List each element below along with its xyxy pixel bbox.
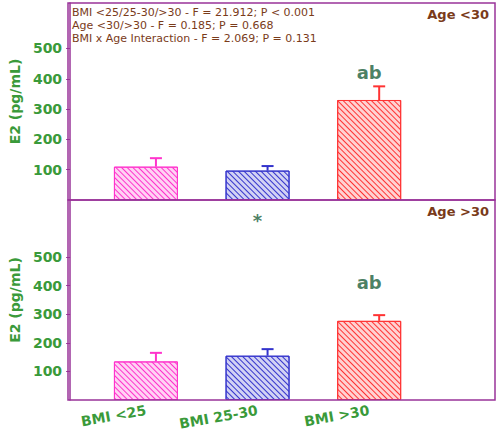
svg-text:500: 500 xyxy=(33,40,62,56)
svg-text:Age <30/>30 - F = 0.185; P = 0: Age <30/>30 - F = 0.185; P = 0.668 xyxy=(72,19,273,32)
svg-text:BMI 25-30: BMI 25-30 xyxy=(178,402,259,432)
svg-text:ab: ab xyxy=(357,272,382,293)
svg-text:ab: ab xyxy=(357,62,382,83)
svg-text:100: 100 xyxy=(33,162,62,178)
svg-text:Age <30: Age <30 xyxy=(427,7,489,22)
svg-text:BMI >30: BMI >30 xyxy=(303,402,371,429)
svg-text:*: * xyxy=(253,210,263,231)
svg-text:200: 200 xyxy=(33,131,62,147)
svg-text:E2 (pg/mL): E2 (pg/mL) xyxy=(7,257,23,343)
svg-text:BMI <25/25-30/>30 - F = 21.912: BMI <25/25-30/>30 - F = 21.912; P < 0.00… xyxy=(72,6,315,19)
svg-text:BMI <25: BMI <25 xyxy=(80,402,148,429)
svg-text:Age >30: Age >30 xyxy=(427,204,489,219)
svg-text:400: 400 xyxy=(33,278,62,294)
svg-text:300: 300 xyxy=(33,306,62,322)
svg-text:E2 (pg/mL): E2 (pg/mL) xyxy=(7,59,23,145)
svg-text:100: 100 xyxy=(33,363,62,379)
svg-text:400: 400 xyxy=(33,71,62,87)
svg-text:200: 200 xyxy=(33,335,62,351)
svg-text:300: 300 xyxy=(33,101,62,117)
svg-text:BMI x Age Interaction - F = 2.: BMI x Age Interaction - F = 2.069; P = 0… xyxy=(72,32,317,45)
svg-text:500: 500 xyxy=(33,249,62,265)
